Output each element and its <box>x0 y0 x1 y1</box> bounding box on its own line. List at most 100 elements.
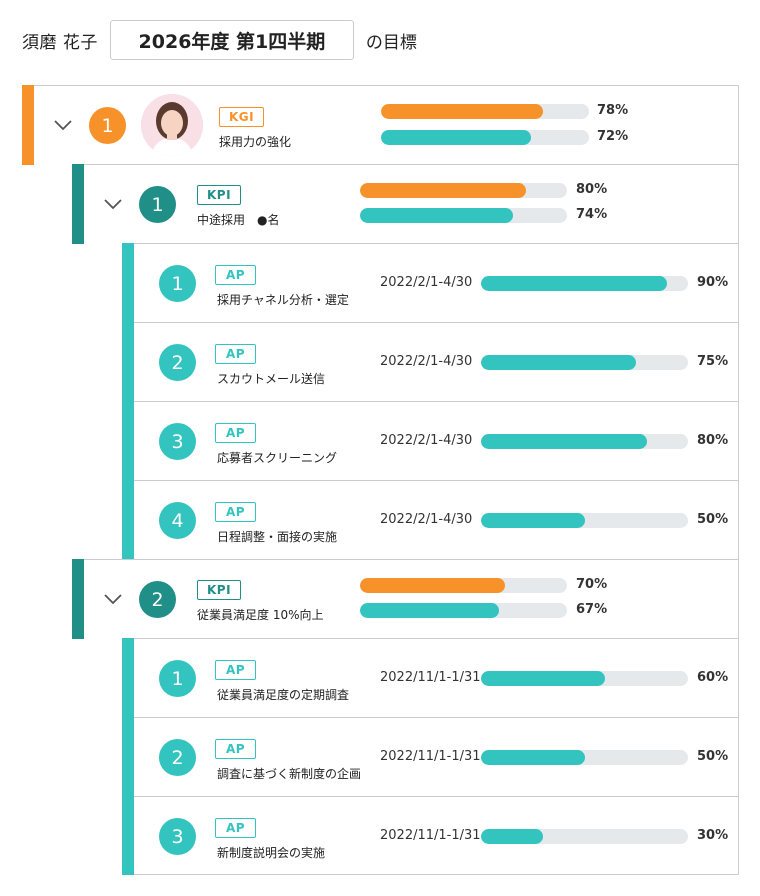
ap-date-range: 2022/11/1-1/31 <box>380 670 481 685</box>
kpi-teal-percent: 74% <box>576 207 608 222</box>
kpi-teal-percent: 67% <box>576 602 608 617</box>
kpi-orange-bar-fill <box>360 578 505 593</box>
ap-row[interactable]: 4 AP 日程調整・面接の実施 2022/2/1-4/30 50% <box>122 480 739 560</box>
kpi-orange-percent: 70% <box>576 577 608 592</box>
ap-bar <box>481 829 688 844</box>
kgi-teal-bar <box>381 130 589 145</box>
kgi-tag: KGI <box>219 107 264 127</box>
ap-number-badge: 2 <box>159 344 196 381</box>
kpi-accent-bar <box>72 559 84 639</box>
chevron-down-icon[interactable] <box>52 114 74 136</box>
ap-bar <box>481 513 688 528</box>
ap-row[interactable]: 1 AP 採用チャネル分析・選定 2022/2/1-4/30 90% <box>122 243 739 323</box>
ap-accent-bar <box>122 717 134 797</box>
ap-tag: AP <box>215 660 256 680</box>
kpi-teal-bar <box>360 208 567 223</box>
ap-percent: 90% <box>697 275 729 290</box>
kpi-number-badge: 2 <box>139 581 176 618</box>
ap-date-range: 2022/2/1-4/30 <box>380 275 473 290</box>
ap-tag: AP <box>215 818 256 838</box>
kpi-teal-bar <box>360 603 567 618</box>
goals-suffix: の目標 <box>365 32 417 53</box>
ap-percent: 30% <box>697 828 729 843</box>
ap-percent: 60% <box>697 670 729 685</box>
kpi-accent-bar <box>72 164 84 244</box>
kpi-orange-bar <box>360 578 567 593</box>
page-header: 須磨 花子 2026年度 第1四半期 の目標 <box>22 20 417 60</box>
ap-number-badge: 1 <box>159 265 196 302</box>
ap-percent: 50% <box>697 512 729 527</box>
ap-date-range: 2022/2/1-4/30 <box>380 512 473 527</box>
ap-bar-fill <box>481 671 606 686</box>
avatar <box>141 94 203 156</box>
ap-accent-bar <box>122 322 134 402</box>
ap-name: 応募者スクリーニング <box>217 451 338 465</box>
kgi-row[interactable]: 1 KGI 採用力の強化 78% 72% <box>22 85 739 165</box>
ap-percent: 75% <box>697 354 729 369</box>
ap-row[interactable]: 3 AP 応募者スクリーニング 2022/2/1-4/30 80% <box>122 401 739 481</box>
ap-tag: AP <box>215 502 256 522</box>
kgi-orange-percent: 78% <box>597 103 629 118</box>
kpi-name: 中途採用 ●名 <box>197 213 280 227</box>
ap-row[interactable]: 2 AP スカウトメール送信 2022/2/1-4/30 75% <box>122 322 739 402</box>
kpi-teal-bar-fill <box>360 603 499 618</box>
ap-row[interactable]: 1 AP 従業員満足度の定期調査 2022/11/1-1/31 60% <box>122 638 739 718</box>
kgi-accent-bar <box>22 85 34 165</box>
owner-name: 須磨 花子 <box>22 32 98 53</box>
ap-number-badge: 4 <box>159 502 196 539</box>
ap-percent: 80% <box>697 433 729 448</box>
ap-bar-fill <box>481 750 585 765</box>
ap-tag: AP <box>215 265 256 285</box>
period-selector[interactable]: 2026年度 第1四半期 <box>109 20 354 60</box>
ap-row[interactable]: 3 AP 新制度説明会の実施 2022/11/1-1/31 30% <box>122 796 739 875</box>
ap-bar <box>481 276 688 291</box>
ap-date-range: 2022/11/1-1/31 <box>380 828 481 843</box>
ap-name: 新制度説明会の実施 <box>217 846 326 860</box>
ap-bar-fill <box>481 276 668 291</box>
ap-bar-fill <box>481 355 637 370</box>
kpi-orange-bar <box>360 183 567 198</box>
ap-bar <box>481 434 688 449</box>
kpi-name: 従業員満足度 10%向上 <box>197 608 324 622</box>
kpi-orange-percent: 80% <box>576 182 608 197</box>
kpi-teal-bar-fill <box>360 208 514 223</box>
kgi-orange-bar <box>381 104 589 119</box>
ap-date-range: 2022/2/1-4/30 <box>380 433 473 448</box>
ap-accent-bar <box>122 243 134 323</box>
kpi-tag: KPI <box>197 580 241 600</box>
kpi-tag: KPI <box>197 185 241 205</box>
ap-date-range: 2022/2/1-4/30 <box>380 354 473 369</box>
ap-bar-fill <box>481 434 647 449</box>
ap-tag: AP <box>215 344 256 364</box>
kgi-number-badge: 1 <box>89 107 126 144</box>
kpi-row[interactable]: 1 KPI 中途採用 ●名 80% 74% <box>72 164 739 244</box>
ap-accent-bar <box>122 401 134 481</box>
kgi-teal-percent: 72% <box>597 129 629 144</box>
ap-bar <box>481 750 688 765</box>
chevron-down-icon[interactable] <box>102 193 124 215</box>
ap-name: 採用チャネル分析・選定 <box>217 293 349 307</box>
ap-tag: AP <box>215 423 256 443</box>
ap-row[interactable]: 2 AP 調査に基づく新制度の企画 2022/11/1-1/31 50% <box>122 717 739 797</box>
kpi-orange-bar-fill <box>360 183 526 198</box>
ap-bar <box>481 671 688 686</box>
kgi-orange-bar-fill <box>381 104 544 119</box>
ap-date-range: 2022/11/1-1/31 <box>380 749 481 764</box>
ap-percent: 50% <box>697 749 729 764</box>
ap-number-badge: 3 <box>159 818 196 855</box>
ap-name: スカウトメール送信 <box>217 372 326 386</box>
ap-accent-bar <box>122 796 134 875</box>
ap-bar-fill <box>481 513 585 528</box>
ap-bar-fill <box>481 829 544 844</box>
ap-name: 調査に基づく新制度の企画 <box>217 767 362 781</box>
ap-tag: AP <box>215 739 256 759</box>
ap-name: 従業員満足度の定期調査 <box>217 688 350 702</box>
kpi-number-badge: 1 <box>139 186 176 223</box>
ap-number-badge: 3 <box>159 423 196 460</box>
ap-number-badge: 2 <box>159 739 196 776</box>
chevron-down-icon[interactable] <box>102 588 124 610</box>
kpi-row[interactable]: 2 KPI 従業員満足度 10%向上 70% 67% <box>72 559 739 639</box>
kgi-name: 採用力の強化 <box>219 135 292 149</box>
ap-number-badge: 1 <box>159 660 196 697</box>
ap-accent-bar <box>122 638 134 718</box>
